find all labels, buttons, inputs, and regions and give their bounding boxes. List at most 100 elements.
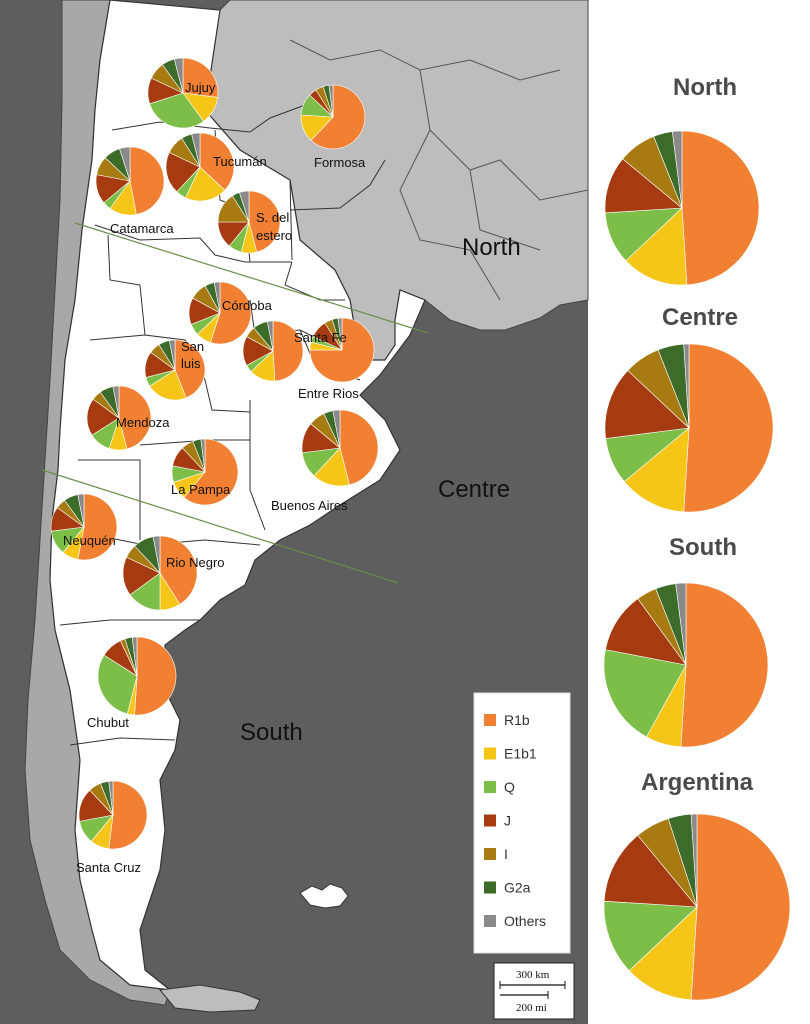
- scale-box: [493, 962, 575, 1020]
- label-jujuy: Jujuy: [185, 80, 216, 95]
- summary-pie-centre-slice-j: [604, 370, 690, 439]
- region-divider-north-centre: [74, 222, 429, 334]
- pie-buenos-aires-slice-r1b: [339, 409, 379, 486]
- legend-swatch-e1b1: [484, 747, 496, 760]
- pie-san-luis-slice-r1b: [174, 339, 206, 399]
- label-entre-rios: Entre Rios: [298, 386, 359, 401]
- pie-chubut: [97, 636, 177, 716]
- legend: R1b E1b1 Q J I G2a Others: [473, 692, 571, 954]
- label-san-luis-2: luis: [181, 356, 201, 371]
- pie-mendoza-slice-r1b: [118, 385, 152, 450]
- pie-mendoza: [86, 385, 152, 451]
- pie-entre-rios-slice-others: [337, 317, 343, 351]
- pie-tucuman-slice-others: [191, 132, 201, 168]
- pie-san-luis: [144, 339, 206, 401]
- pie-buenos-aires-slice-others: [332, 409, 341, 449]
- summary-pie-south-slice-others: [675, 582, 687, 666]
- legend-label-j: J: [504, 813, 511, 829]
- pie-catamarca-slice-others: [119, 146, 131, 182]
- label-s-del-estero-2: estero: [256, 228, 292, 243]
- province-labels: Jujuy Formosa Tucumán Catamarca S. del e…: [63, 80, 366, 875]
- label-s-del-estero-1: S. del: [256, 210, 289, 225]
- summary-pie-north-slice-others: [672, 130, 683, 209]
- pie-chubut-slice-others: [131, 636, 138, 677]
- pie-tucuman: [165, 132, 235, 202]
- region-divider-centre-south: [41, 469, 399, 584]
- summary-pie-argentina: [603, 813, 791, 1001]
- pie-san-luis-slice-e1b1: [149, 369, 187, 401]
- label-santa-cruz: Santa Cruz: [76, 860, 141, 875]
- pie-rio-negro: [122, 535, 198, 611]
- label-neuquen: Neuquén: [63, 533, 116, 548]
- pie-s-del-estero-slice-others: [239, 190, 250, 223]
- legend-label-g2a: G2a: [504, 880, 531, 896]
- scale-km-label: 300 km: [516, 969, 550, 981]
- summary-title-centre: Centre: [662, 304, 738, 331]
- summary-pie-centre: [604, 343, 774, 513]
- legend-swatch-i: [484, 848, 496, 860]
- pie-entre-rios: [309, 317, 375, 383]
- label-cordoba: Córdoba: [222, 298, 273, 313]
- pie-jujuy-slice-others: [173, 57, 184, 94]
- summary-pie-north-slice-r1b: [681, 130, 760, 286]
- pie-chubut-slice-r1b: [134, 636, 177, 716]
- pie-catamarca: [95, 146, 165, 216]
- legend-label-others: Others: [504, 913, 546, 929]
- pie-mendoza-slice-j: [86, 398, 120, 436]
- summary-pie-south-slice-j: [605, 598, 687, 666]
- province-pies: [50, 57, 379, 850]
- pie-buenos-aires: [301, 409, 379, 487]
- summary-pie-centre-slice-e1b1: [623, 427, 690, 513]
- summary-pie-argentina-slice-others: [690, 813, 698, 908]
- pie-neuquen-slice-others: [77, 493, 85, 528]
- summary-title-south: South: [669, 534, 737, 561]
- pie-cordoba: [188, 281, 252, 345]
- pie-la-pampa-slice-others: [200, 438, 206, 473]
- pie-jujuy-slice-q: [149, 92, 204, 129]
- label-la-pampa: La Pampa: [171, 482, 231, 497]
- label-mendoza: Mendoza: [116, 415, 170, 430]
- summary-pie-north: [604, 130, 760, 286]
- legend-label-q: Q: [504, 779, 515, 795]
- summary-pie-south-slice-r1b: [680, 582, 769, 748]
- label-chubut: Chubut: [87, 715, 129, 730]
- summary-pie-north-slice-e1b1: [625, 207, 688, 286]
- legend-label-e1b1: E1b1: [504, 746, 537, 762]
- summary-pie-centre-slice-others: [683, 343, 690, 429]
- legend-swatch-others: [484, 915, 496, 927]
- pie-s-del-estero-slice-r1b: [248, 190, 281, 253]
- label-buenos-aires: Buenos Aires: [271, 498, 348, 513]
- summary-pie-argentina-slice-j: [603, 834, 698, 908]
- pie-neuquen-slice-r1b: [77, 493, 118, 561]
- pie-jujuy: [147, 57, 219, 129]
- pie-santa-fe-slice-others: [267, 320, 274, 352]
- pie-tucuman-slice-e1b1: [185, 166, 226, 202]
- pie-san-luis-slice-others: [169, 339, 176, 371]
- label-san-luis-1: San: [181, 339, 204, 354]
- pie-mendoza-slice-others: [112, 385, 120, 419]
- pie-neuquen: [50, 493, 118, 561]
- pie-santa-fe-slice-r1b: [272, 320, 304, 382]
- label-formosa: Formosa: [314, 155, 366, 170]
- summary-title-north: North: [673, 74, 737, 101]
- legend-swatch-j: [484, 814, 496, 827]
- scale-mi-label: 200 mi: [516, 1002, 547, 1014]
- pie-formosa-slice-r1b: [310, 84, 366, 150]
- summary-pie-argentina-slice-r1b: [690, 813, 791, 1001]
- pie-rio-negro-slice-others: [152, 535, 161, 574]
- region-label-centre: Centre: [438, 476, 510, 503]
- pie-santa-cruz: [78, 780, 148, 850]
- pie-santa-fe: [242, 320, 304, 382]
- region-summary-panel: North Centre South Argentina: [603, 74, 791, 1001]
- pie-s-del-estero: [217, 190, 281, 254]
- label-tucuman: Tucumán: [213, 154, 267, 169]
- pie-la-pampa: [171, 438, 239, 506]
- pie-santa-cruz-slice-others: [108, 780, 114, 816]
- legend-swatch-q: [484, 781, 496, 793]
- pie-cordoba-slice-r1b: [210, 281, 252, 345]
- region-label-south: South: [240, 719, 303, 746]
- falkland-islands: [299, 883, 349, 909]
- summary-pie-argentina-slice-e1b1: [628, 906, 698, 1001]
- legend-swatch-g2a: [484, 881, 496, 894]
- summary-pie-south-slice-q: [603, 649, 687, 738]
